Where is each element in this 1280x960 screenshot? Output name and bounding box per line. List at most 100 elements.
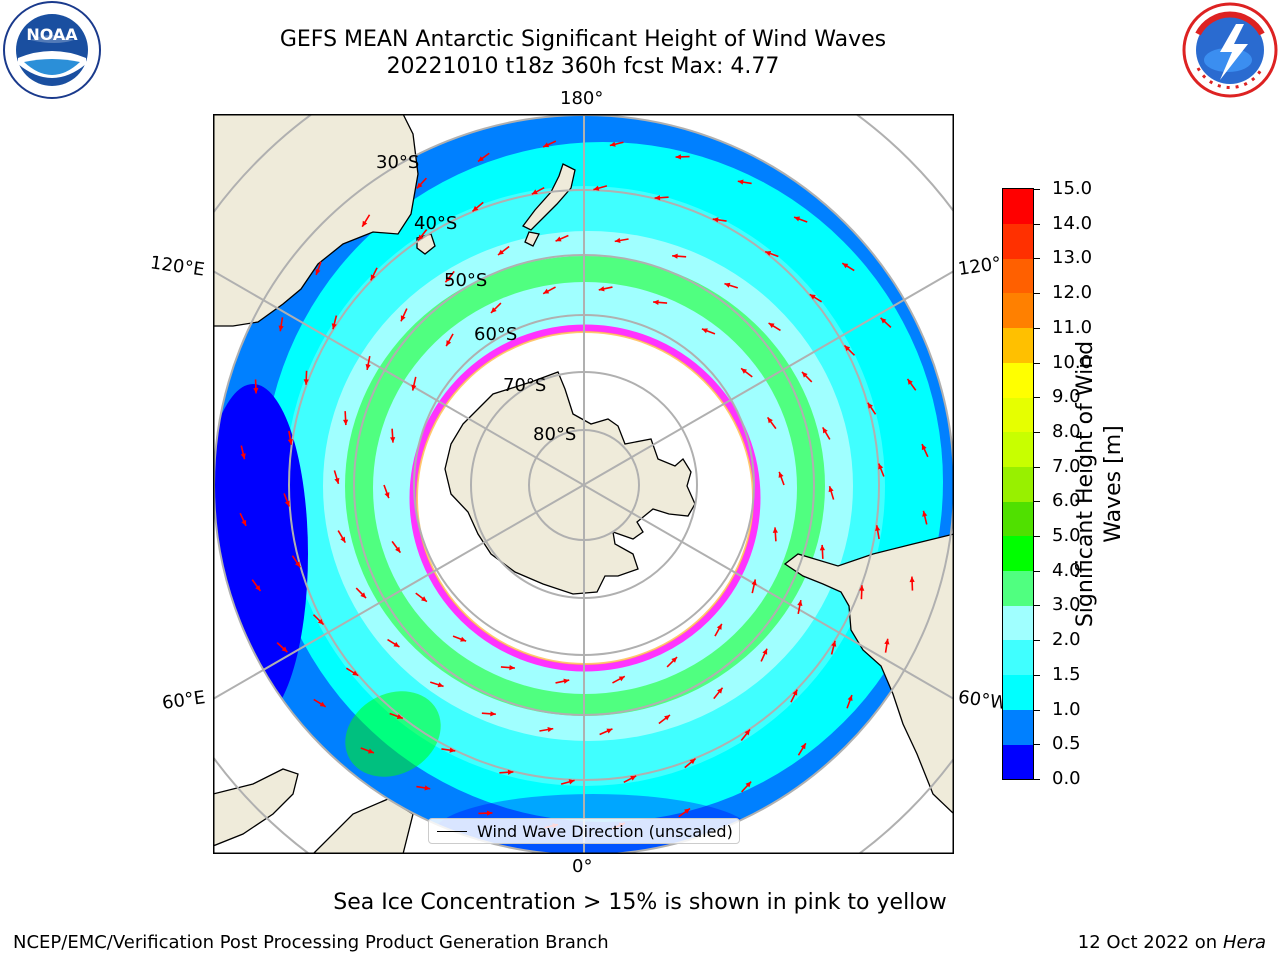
wave-arrow-head bbox=[772, 527, 778, 533]
wave-arrow-head bbox=[411, 384, 417, 391]
wave-arrow-head bbox=[672, 253, 678, 259]
lon-label-180: 180° bbox=[560, 88, 604, 109]
wave-arrow-head bbox=[717, 687, 723, 694]
wave-arrow-head bbox=[609, 141, 616, 147]
wave-arrow-head bbox=[701, 328, 708, 334]
lat-label-60s: 60°S bbox=[474, 324, 518, 345]
footer-date: 12 Oct 2022 on Hera bbox=[1078, 932, 1266, 953]
wave-arrow-head bbox=[319, 701, 326, 707]
colorbar-tick-mark bbox=[1034, 466, 1040, 468]
colorbar-tick-mark bbox=[1034, 258, 1040, 260]
wave-arrow-head bbox=[797, 600, 803, 606]
wave-arrow-head bbox=[751, 579, 757, 586]
colorbar-segment bbox=[1003, 744, 1033, 780]
land-masses bbox=[213, 114, 954, 854]
wave-arrow-head bbox=[315, 268, 321, 275]
wave-arrow-head bbox=[437, 682, 444, 688]
chart-title-line2: 20221010 t18z 360h fcst Max: 4.77 bbox=[386, 54, 780, 79]
wave-arrow-head bbox=[842, 263, 849, 269]
wave-arrow-head bbox=[253, 387, 259, 394]
wave-arrow-head bbox=[822, 427, 828, 434]
wave-arrow-head bbox=[543, 288, 550, 294]
colorbar-segment bbox=[1003, 258, 1033, 294]
wave-arrow-head bbox=[418, 234, 424, 241]
wave-arrow-head bbox=[778, 471, 784, 478]
colorbar-segment bbox=[1003, 223, 1033, 259]
footer-credit: NCEP/EMC/Verification Post Processing Pr… bbox=[13, 932, 609, 953]
wave-arrow-head bbox=[593, 185, 600, 191]
lat-label-80s: 80°S bbox=[533, 424, 577, 445]
colorbar-tick-label: 2.0 bbox=[1052, 629, 1081, 651]
colorbar bbox=[1002, 188, 1034, 780]
wave-arrow-head bbox=[880, 317, 887, 324]
wave-arrow-head bbox=[922, 510, 928, 517]
colorbar-segment bbox=[1003, 431, 1033, 467]
map-legend: Wind Wave Direction (unscaled) bbox=[428, 818, 740, 844]
wave-arrow-head bbox=[384, 492, 390, 499]
wave-arrow-head bbox=[724, 282, 731, 288]
wave-arrow-head bbox=[287, 438, 293, 445]
wave-arrow-head bbox=[800, 743, 806, 750]
wave-arrow-head bbox=[614, 237, 621, 244]
colorbar-tick-mark bbox=[1034, 327, 1040, 329]
wave-arrow-head bbox=[531, 189, 538, 195]
wave-arrow-head bbox=[618, 676, 625, 682]
wave-arrow-head bbox=[340, 536, 346, 543]
wave-arrow-head bbox=[921, 444, 927, 451]
wave-arrow-head bbox=[844, 345, 851, 352]
colorbar-segment bbox=[1003, 640, 1033, 676]
wave-arrow-head bbox=[767, 417, 773, 424]
wave-arrow-head bbox=[490, 307, 497, 313]
wave-arrow-head bbox=[828, 486, 834, 493]
wave-arrow-head bbox=[303, 379, 309, 385]
wave-arrow-head bbox=[278, 325, 284, 332]
wave-arrow-head bbox=[867, 402, 873, 409]
colorbar-segment bbox=[1003, 327, 1033, 363]
colorbar-tick-label: 11.0 bbox=[1052, 316, 1093, 338]
wave-arrow-head bbox=[284, 500, 290, 507]
wave-arrow-head bbox=[490, 711, 496, 717]
wave-arrow-head bbox=[331, 323, 337, 330]
colorbar-tick-mark bbox=[1034, 362, 1040, 364]
wave-arrow-head bbox=[794, 216, 801, 222]
wave-arrow-head bbox=[446, 340, 452, 347]
wave-arrow-head bbox=[240, 453, 246, 460]
wave-arrow-head bbox=[716, 623, 722, 630]
lat-label-30s: 30°S bbox=[376, 152, 420, 173]
wave-arrow-head bbox=[255, 585, 261, 592]
colorbar-tick-label: 8.0 bbox=[1052, 420, 1081, 442]
wave-arrow-head bbox=[396, 714, 403, 719]
colorbar-tick-mark bbox=[1034, 744, 1040, 746]
colorbar-tick-label: 13.0 bbox=[1052, 247, 1093, 269]
wave-arrow-head bbox=[477, 156, 484, 162]
lat-label-70s: 70°S bbox=[503, 375, 547, 396]
wave-arrow-head bbox=[390, 437, 396, 443]
colorbar-segment bbox=[1003, 466, 1033, 502]
colorbar-tick-label: 10.0 bbox=[1052, 351, 1093, 373]
wave-arrow-head bbox=[684, 808, 691, 814]
chart-title-line1: GEFS MEAN Antarctic Significant Height o… bbox=[279, 27, 887, 52]
wave-arrow-head bbox=[675, 154, 682, 160]
wave-arrow-head bbox=[630, 775, 637, 781]
wave-arrow-head bbox=[744, 729, 750, 736]
wave-arrow-head bbox=[884, 638, 890, 645]
wave-arrow-head bbox=[555, 236, 562, 242]
wave-arrow-head bbox=[878, 463, 884, 470]
colorbar-tick-mark bbox=[1034, 501, 1040, 503]
wave-arrow-head bbox=[424, 785, 431, 791]
wave-arrow-head bbox=[907, 378, 913, 385]
wave-arrow-head bbox=[393, 641, 400, 647]
wave-arrow-head bbox=[498, 249, 504, 255]
colorbar-tick-mark bbox=[1034, 779, 1040, 780]
wave-arrow-head bbox=[654, 195, 661, 201]
wave-arrow-head bbox=[416, 182, 423, 189]
wave-arrow-head bbox=[819, 544, 826, 551]
lon-label-0: 0° bbox=[572, 856, 593, 877]
wave-arrow-head bbox=[370, 274, 376, 281]
wave-arrow-head bbox=[472, 205, 479, 212]
colorbar-tick-mark bbox=[1034, 674, 1040, 676]
colorbar-tick-mark bbox=[1034, 605, 1040, 607]
colorbar-segment bbox=[1003, 189, 1033, 224]
lon-label-120e: 120°E bbox=[148, 252, 206, 281]
colorbar-tick-label: 1.0 bbox=[1052, 698, 1081, 720]
